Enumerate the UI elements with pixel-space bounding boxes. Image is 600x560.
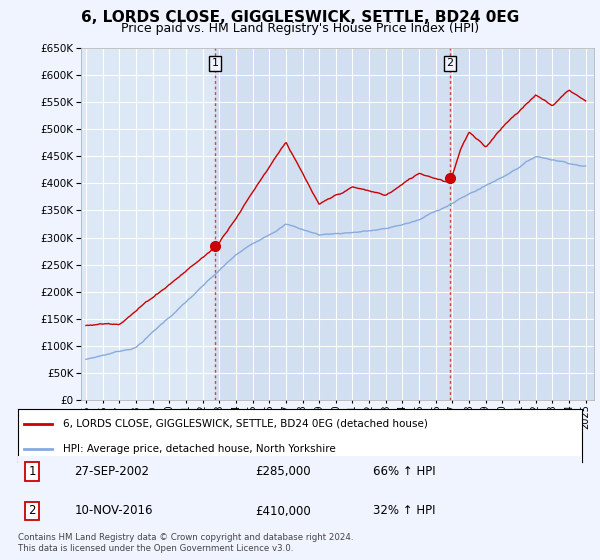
Text: 1: 1 [212,58,218,68]
Text: 6, LORDS CLOSE, GIGGLESWICK, SETTLE, BD24 0EG (detached house): 6, LORDS CLOSE, GIGGLESWICK, SETTLE, BD2… [63,419,428,429]
Text: HPI: Average price, detached house, North Yorkshire: HPI: Average price, detached house, Nort… [63,444,336,454]
Text: 2: 2 [446,58,454,68]
Text: 32% ↑ HPI: 32% ↑ HPI [373,505,436,517]
Text: 2: 2 [28,505,36,517]
Text: 27-SEP-2002: 27-SEP-2002 [74,465,149,478]
Text: £410,000: £410,000 [255,505,311,517]
Text: 66% ↑ HPI: 66% ↑ HPI [373,465,436,478]
Text: 1: 1 [28,465,36,478]
Text: Contains HM Land Registry data © Crown copyright and database right 2024.
This d: Contains HM Land Registry data © Crown c… [18,533,353,553]
Text: 6, LORDS CLOSE, GIGGLESWICK, SETTLE, BD24 0EG: 6, LORDS CLOSE, GIGGLESWICK, SETTLE, BD2… [81,10,519,25]
Bar [215,48,594,400]
Text: £285,000: £285,000 [255,465,311,478]
Text: Price paid vs. HM Land Registry's House Price Index (HPI): Price paid vs. HM Land Registry's House … [121,22,479,35]
Text: 10-NOV-2016: 10-NOV-2016 [74,505,153,517]
